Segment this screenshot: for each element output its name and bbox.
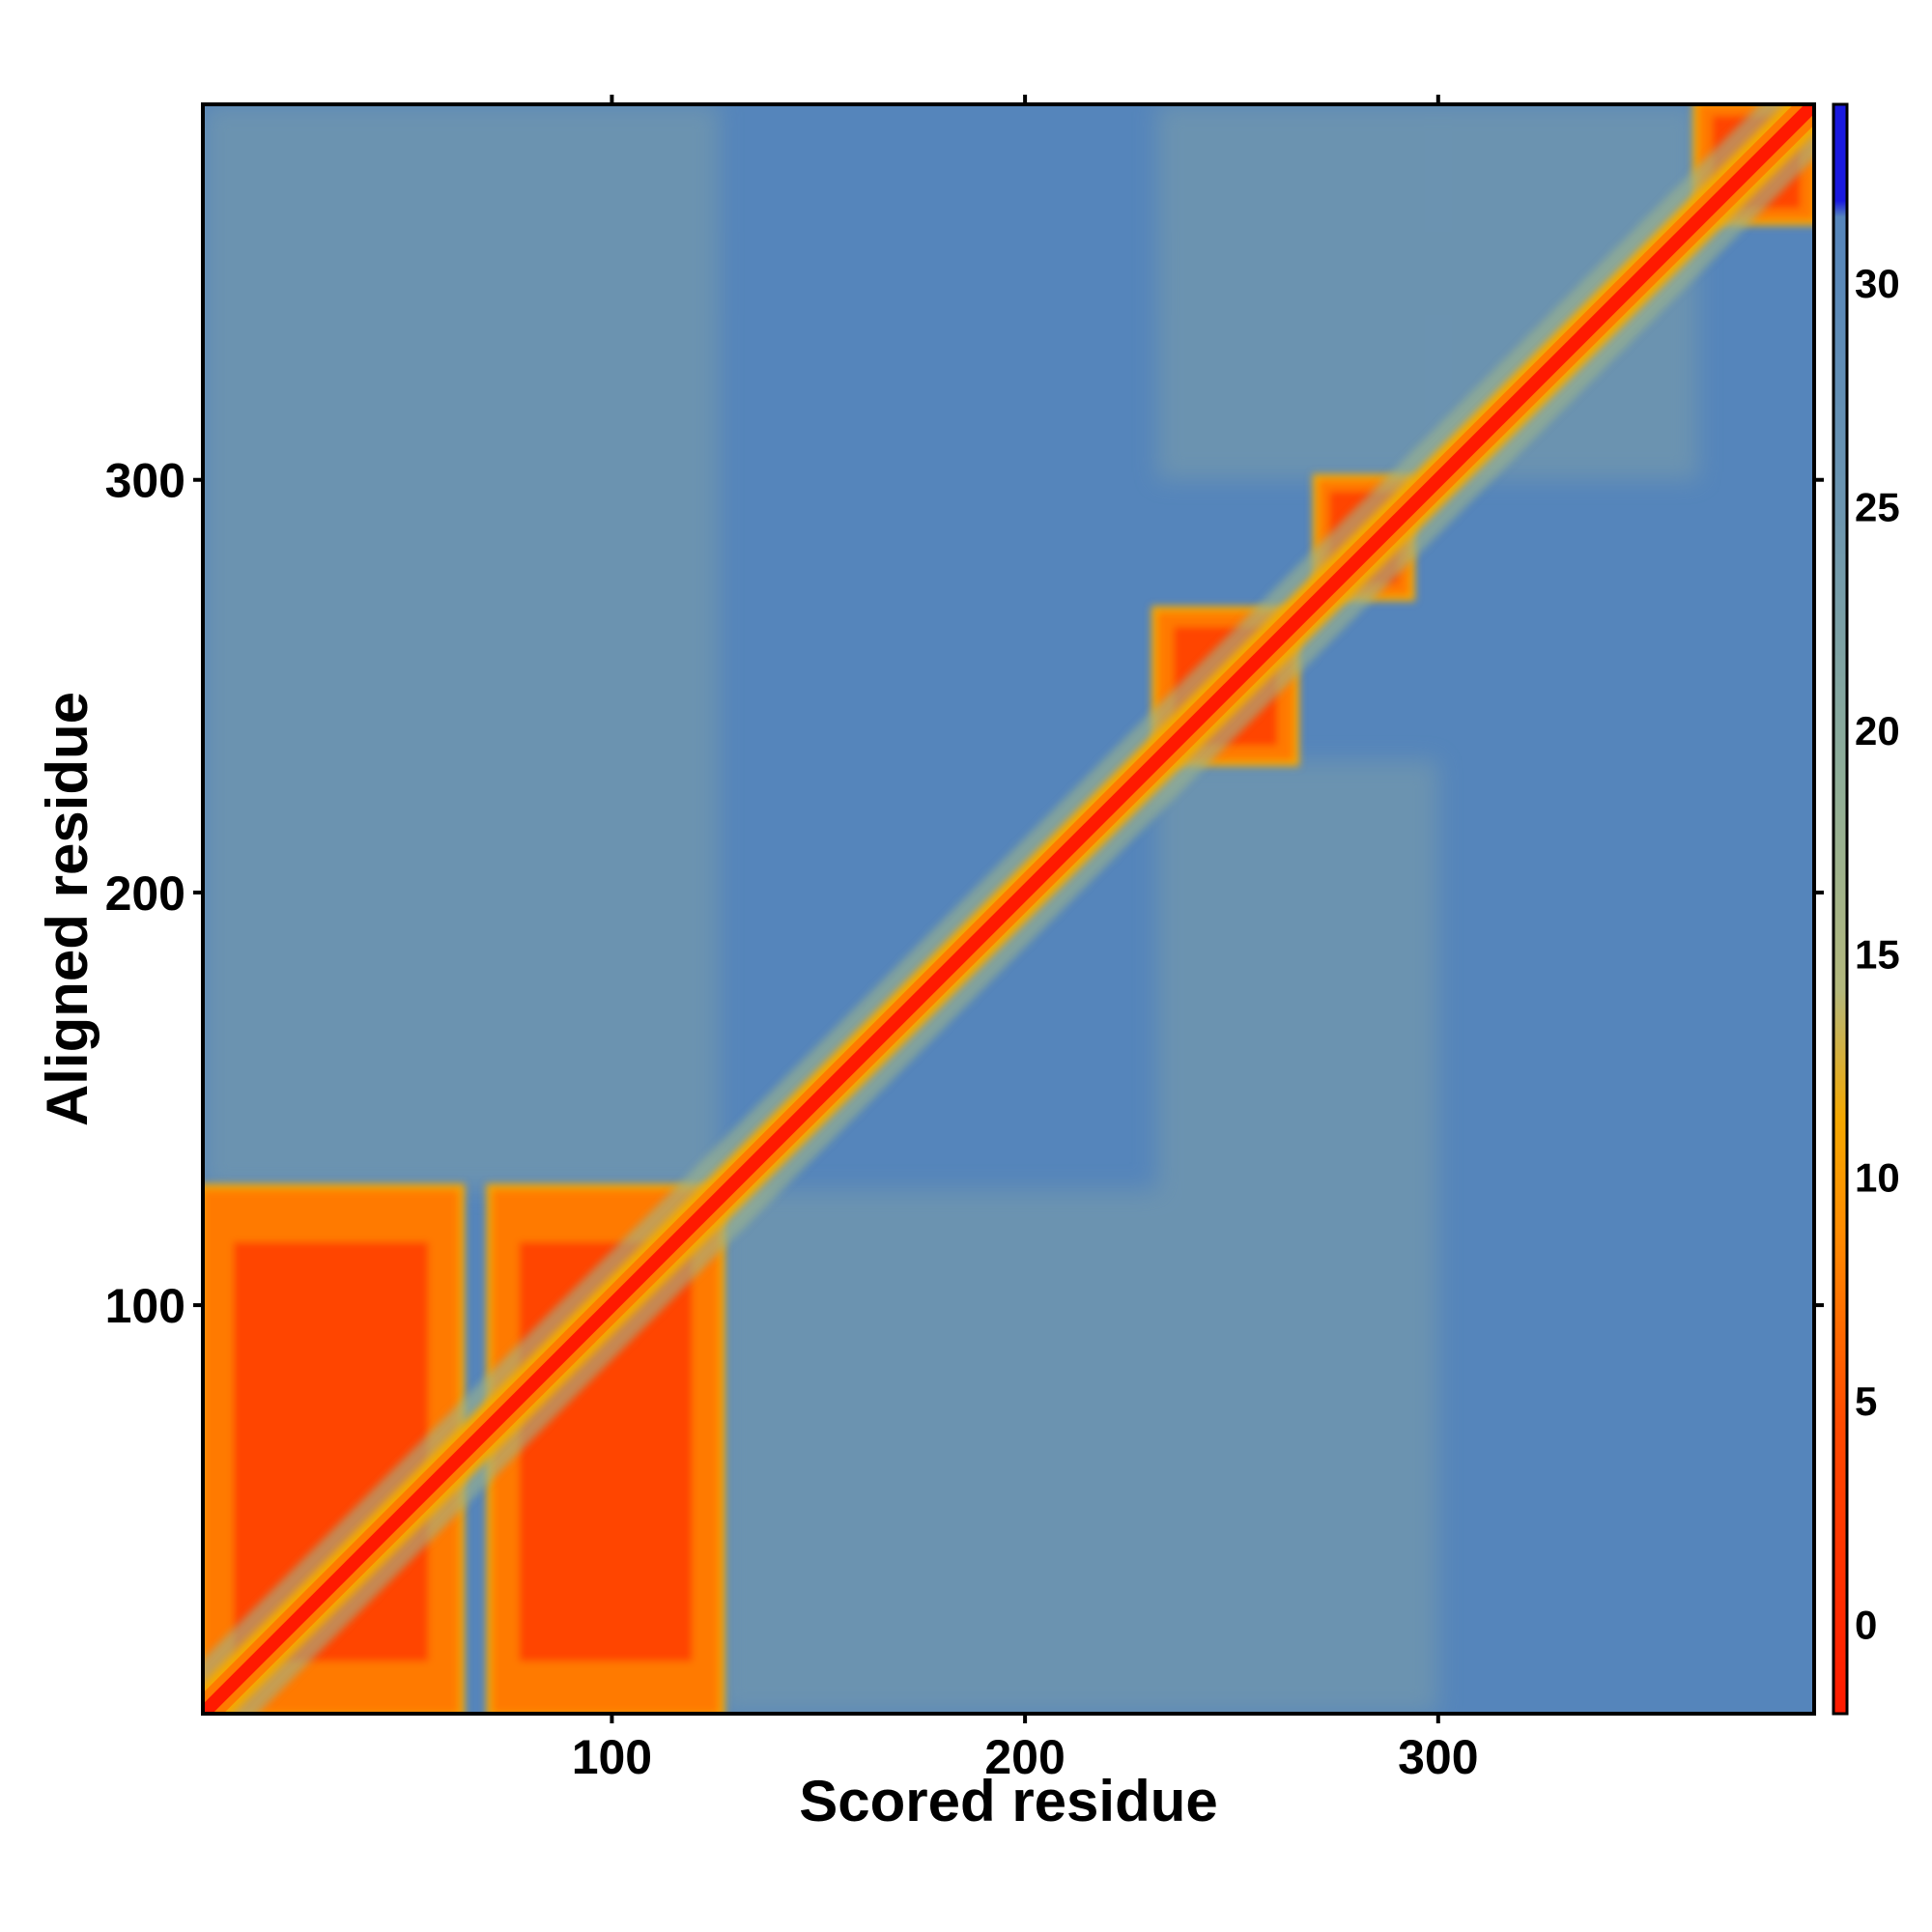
y-tick-label: 300 bbox=[105, 454, 185, 508]
colorbar-tick-label: 30 bbox=[1855, 261, 1900, 306]
colorbar-tick-label: 25 bbox=[1855, 485, 1900, 530]
x-axis-title: Scored residue bbox=[799, 1769, 1218, 1833]
colorbar-tick-label: 5 bbox=[1855, 1378, 1877, 1424]
x-tick-label: 200 bbox=[984, 1730, 1065, 1784]
heatmap-diagonal bbox=[203, 104, 1814, 1714]
x-tick-label: 300 bbox=[1398, 1730, 1478, 1784]
heatmap-haze-region bbox=[1156, 232, 1438, 315]
colorbar bbox=[1833, 104, 1847, 1714]
colorbar-tick-label: 20 bbox=[1855, 708, 1900, 753]
y-axis-title: Aligned residue bbox=[35, 692, 99, 1126]
y-tick-label: 200 bbox=[105, 867, 185, 921]
colorbar-ticks: 0 5 10 15 20 25 30 bbox=[1855, 261, 1900, 1647]
heatmap-haze-region bbox=[363, 232, 720, 315]
y-tick-label: 100 bbox=[105, 1279, 185, 1333]
y-axis-ticks: 100 200 300 bbox=[105, 454, 1824, 1333]
heatmap-haze-region bbox=[719, 1189, 1157, 1714]
plot-frame bbox=[201, 102, 1816, 1716]
heatmap-area bbox=[203, 104, 1814, 1714]
x-tick-label: 100 bbox=[572, 1730, 652, 1784]
colorbar-tick-label: 15 bbox=[1855, 931, 1900, 977]
colorbar-frame bbox=[1832, 102, 1849, 1716]
colorbar-tick-label: 0 bbox=[1855, 1602, 1877, 1647]
heatmap-haze-region bbox=[1156, 760, 1438, 1714]
colorbar-tick-label: 10 bbox=[1855, 1155, 1900, 1201]
x-axis-ticks: 100 200 300 bbox=[572, 95, 1479, 1784]
